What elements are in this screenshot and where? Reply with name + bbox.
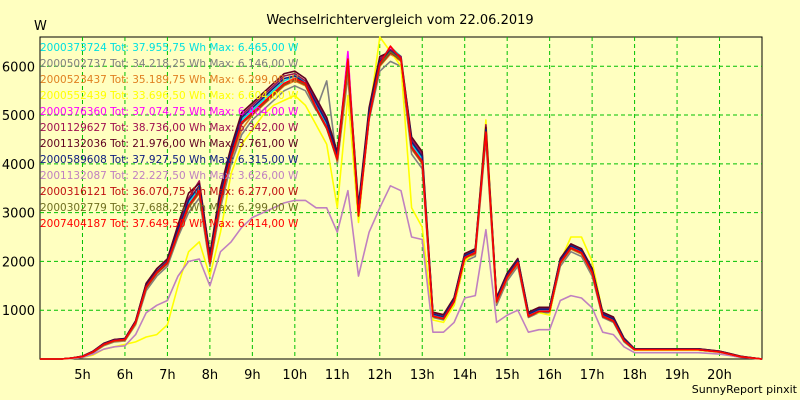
legend-entry-2: 2000502737 Tot: 34.218,25 Wh Max: 6.146,…	[40, 58, 299, 70]
x-tick-label: 8h	[202, 368, 219, 383]
legend-entry-1: 2000373724 Tot: 37.955,75 Wh Max: 6.465,…	[40, 42, 299, 54]
x-tick-label: 14h	[452, 368, 477, 383]
y-tick-label: 4000	[2, 158, 35, 173]
y-axis-ticks: 1000 2000 3000 4000 5000 6000	[2, 60, 35, 319]
x-tick-label: 19h	[665, 368, 690, 383]
x-tick-label: 20h	[707, 368, 732, 383]
x-tick-label: 10h	[282, 368, 307, 383]
x-tick-label: 12h	[367, 368, 392, 383]
x-tick-label: 13h	[410, 368, 435, 383]
x-tick-label: 5h	[74, 368, 91, 383]
y-tick-label: 3000	[2, 207, 35, 222]
x-tick-label: 6h	[117, 368, 134, 383]
series-line-12	[40, 45, 763, 360]
legend-entry-3: 2000523437 Tot: 35.189,75 Wh Max: 6.299,…	[40, 74, 299, 86]
legend-entry-11: 2000302779 Tot: 37.688,25 Wh Max: 6.299,…	[40, 202, 299, 214]
y-tick-label: 5000	[2, 109, 35, 124]
legend-entry-8: 2000589608 Tot: 37.927,50 Wh Max: 6.315,…	[40, 154, 299, 166]
y-unit-label: W	[34, 19, 47, 34]
legend: 2000373724 Tot: 37.955,75 Wh Max: 6.465,…	[40, 42, 299, 230]
plot-area: 2000373724 Tot: 37.955,75 Wh Max: 6.465,…	[39, 36, 763, 360]
legend-entry-10: 2000316121 Tot: 36.070,75 Wh Max: 6.277,…	[40, 186, 299, 198]
x-tick-label: 17h	[580, 368, 605, 383]
x-tick-label: 9h	[244, 368, 261, 383]
x-tick-label: 15h	[495, 368, 520, 383]
legend-entry-5: 2000376360 Tot: 37.074,75 Wh Max: 6.404,…	[40, 106, 299, 118]
x-tick-label: 18h	[622, 368, 647, 383]
footer-credit: SunnyReport pinxit	[692, 383, 798, 396]
x-tick-label: 7h	[159, 368, 176, 383]
x-tick-label: 16h	[537, 368, 562, 383]
y-tick-label: 1000	[2, 304, 35, 319]
legend-entry-7: 2001132036 Tot: 21.976,00 Wh Max: 3.761,…	[40, 138, 299, 150]
x-axis-ticks: 5h 6h 7h 8h 9h 10h 11h 12h 13h 14h 15h 16h 17h 18h 19h…	[74, 368, 732, 383]
x-tick-label: 11h	[325, 368, 350, 383]
series-lines	[40, 36, 763, 360]
plot-frame	[39, 36, 763, 360]
legend-entry-9: 2001132087 Tot: 22.227,50 Wh Max: 3.626,…	[40, 170, 299, 182]
series-line-9	[40, 185, 763, 360]
legend-entry-12: 2007404187 Tot: 37.649,50 Wh Max: 6.414,…	[40, 218, 299, 230]
y-tick-label: 6000	[2, 60, 35, 75]
chart-title: Wechselrichtervergleich vom 22.06.2019	[266, 13, 533, 28]
y-tick-label: 2000	[2, 255, 35, 270]
legend-entry-4: 2000552439 Tot: 33.696,50 Wh Max: 6.604,…	[40, 90, 299, 102]
legend-entry-6: 2001129627 Tot: 38.736,00 Wh Max: 6.342,…	[40, 122, 299, 134]
